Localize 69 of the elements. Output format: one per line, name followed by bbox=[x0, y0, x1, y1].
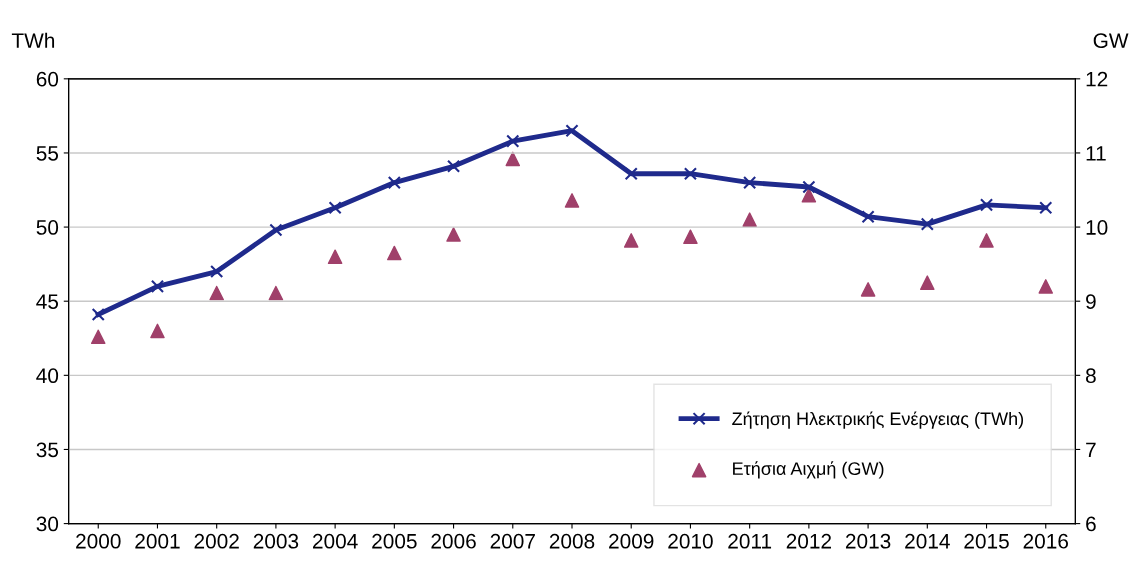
point bbox=[209, 285, 224, 301]
point bbox=[268, 285, 284, 301]
point bbox=[860, 282, 876, 297]
x-tick-label: 2005 bbox=[372, 533, 417, 549]
point bbox=[920, 217, 934, 231]
point bbox=[327, 249, 343, 265]
x-tick-label: 2009 bbox=[609, 533, 654, 549]
y-tick-label: 55 bbox=[36, 146, 59, 161]
y-tick-label: 35 bbox=[36, 442, 59, 458]
point bbox=[1038, 279, 1054, 294]
x-tick-label: 2006 bbox=[431, 533, 476, 549]
x-tick-label: 2011 bbox=[728, 533, 772, 549]
legend-label: Ετήσια Αιχμή (GW) bbox=[733, 461, 884, 479]
point bbox=[920, 275, 935, 290]
point bbox=[90, 329, 106, 345]
point bbox=[150, 323, 165, 339]
point bbox=[861, 210, 875, 224]
legend-label: Ζήτηση Ηλεκτρικής Ενέργειας (TWh) bbox=[732, 411, 1024, 429]
point bbox=[506, 134, 520, 148]
point bbox=[565, 124, 579, 138]
x-tick-label: 2001 bbox=[135, 533, 180, 549]
point bbox=[505, 151, 521, 167]
point bbox=[387, 245, 402, 261]
point bbox=[446, 227, 461, 242]
y2-tick-label: 9 bbox=[1086, 294, 1096, 309]
point bbox=[564, 193, 580, 208]
point bbox=[802, 180, 816, 194]
x-tick-label: 2013 bbox=[845, 533, 891, 549]
x-tick-label: 2007 bbox=[490, 533, 535, 549]
x-tick-label: 2014 bbox=[905, 533, 950, 549]
y-tick-label: 40 bbox=[36, 368, 59, 384]
y2-tick-label: 6 bbox=[1086, 516, 1096, 532]
x-tick-label: 2008 bbox=[549, 533, 595, 549]
y2-tick-label: 12 bbox=[1086, 71, 1108, 87]
y-axis-title: TWh bbox=[11, 32, 55, 48]
point bbox=[150, 279, 165, 293]
x-tick-label: 2010 bbox=[668, 533, 713, 549]
x-tick-label: 2015 bbox=[964, 533, 1009, 549]
y-tick-label: 50 bbox=[36, 220, 59, 235]
point bbox=[743, 176, 757, 190]
x-tick-label: 2003 bbox=[253, 533, 299, 549]
point bbox=[683, 167, 698, 181]
x-tick-label: 2012 bbox=[786, 533, 831, 549]
point bbox=[1039, 201, 1053, 215]
point bbox=[446, 159, 461, 173]
y-tick-label: 45 bbox=[36, 294, 59, 309]
y2-tick-label: 10 bbox=[1086, 220, 1108, 235]
x-tick-label: 2000 bbox=[76, 533, 121, 549]
point bbox=[624, 167, 638, 181]
point bbox=[623, 233, 639, 248]
point bbox=[683, 229, 698, 244]
point bbox=[979, 233, 994, 248]
point bbox=[742, 212, 757, 227]
point bbox=[269, 223, 283, 237]
y2-tick-label: 11 bbox=[1086, 146, 1106, 161]
point bbox=[210, 264, 224, 279]
x-tick-label: 2016 bbox=[1023, 533, 1069, 549]
point bbox=[91, 307, 105, 322]
point bbox=[328, 201, 342, 215]
x-tick-label: 2004 bbox=[313, 533, 358, 549]
y2-tick-label: 8 bbox=[1085, 368, 1096, 384]
point bbox=[801, 187, 817, 203]
y-tick-label: 60 bbox=[36, 71, 59, 87]
y2-axis-title: GW bbox=[1093, 33, 1129, 49]
y-tick-label: 30 bbox=[36, 516, 59, 532]
point bbox=[979, 198, 994, 212]
point bbox=[387, 176, 401, 190]
x-tick-label: 2002 bbox=[194, 533, 239, 549]
y2-tick-label: 7 bbox=[1086, 442, 1096, 458]
